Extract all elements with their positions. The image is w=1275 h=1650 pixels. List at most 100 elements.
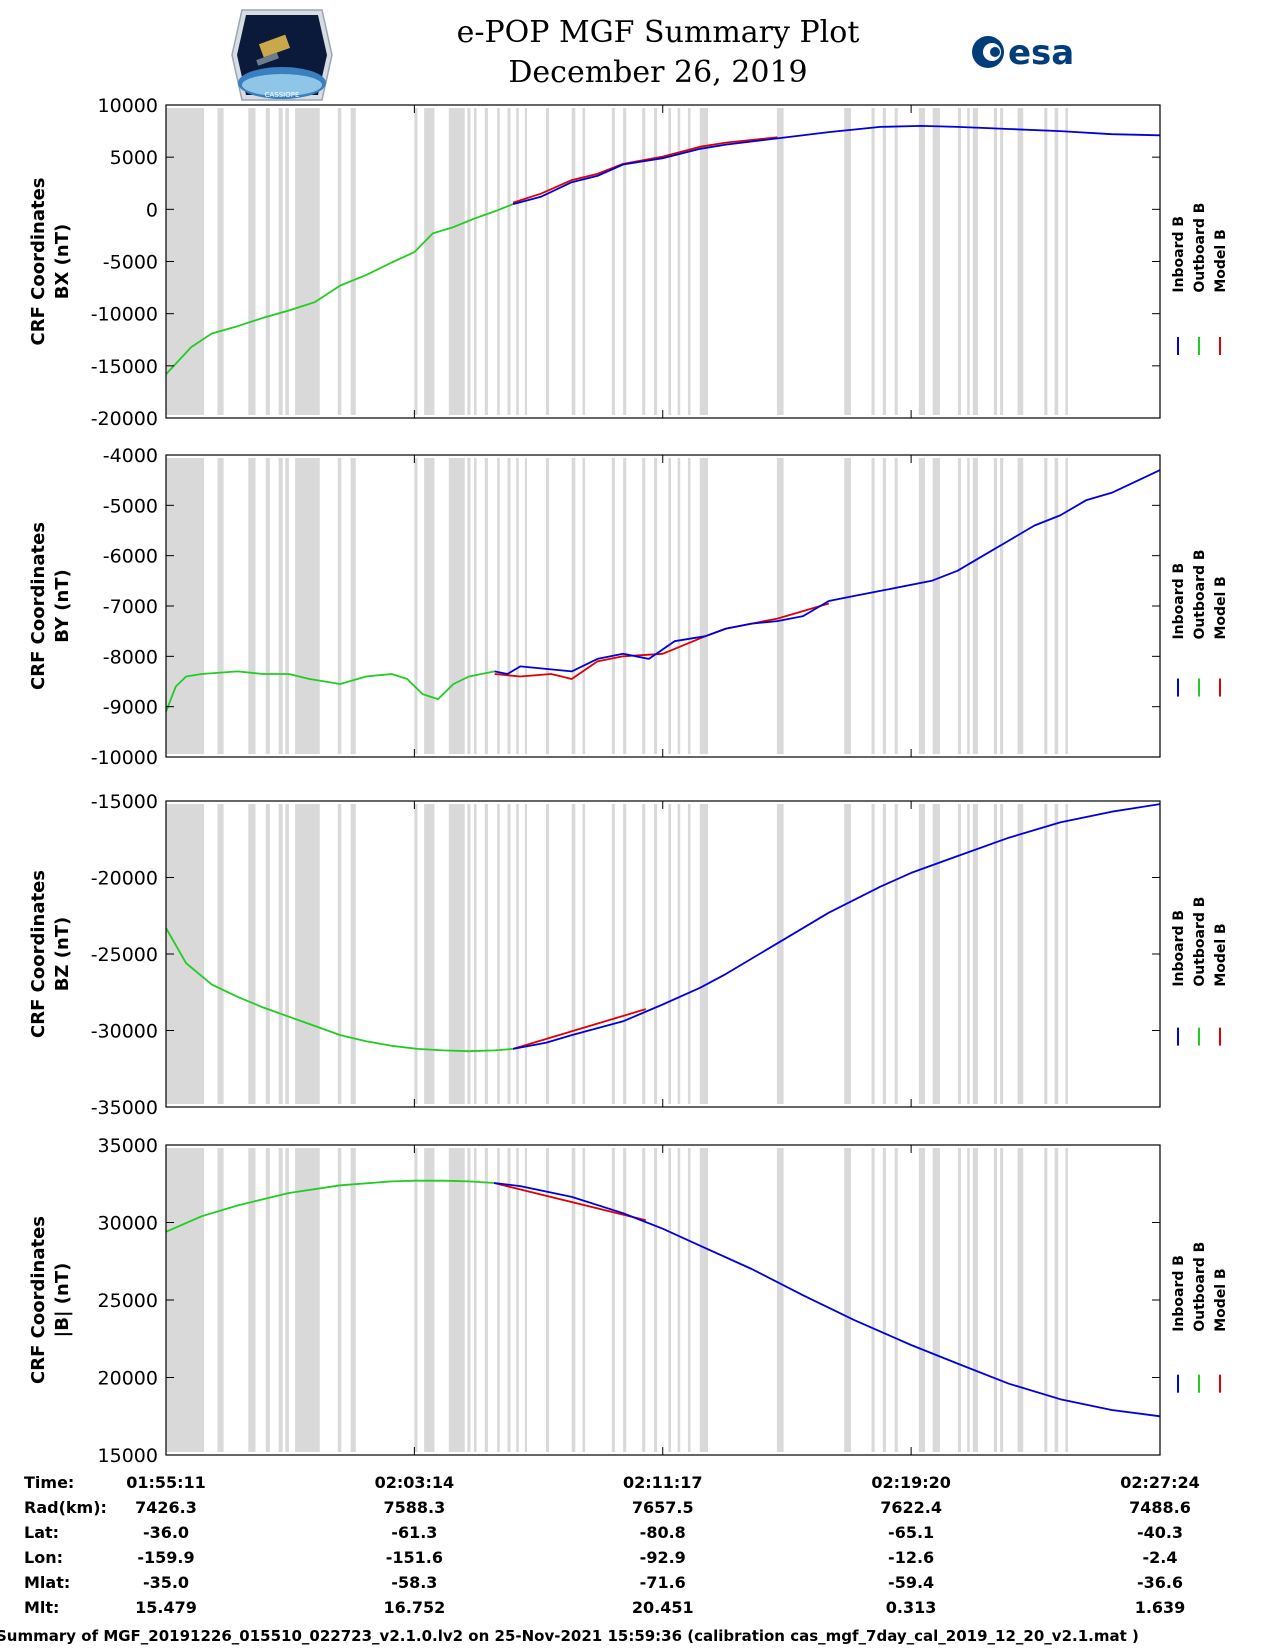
legend-label-outboard: Outboard B (1192, 897, 1208, 987)
row-label-rad: Rad(km): (24, 1498, 107, 1517)
data-gap (623, 108, 627, 415)
data-gap (582, 804, 586, 1104)
data-gap (265, 1148, 270, 1452)
data-gap (546, 804, 550, 1104)
data-gap (424, 108, 435, 415)
ephemeris-value-time: 01:55:11 (126, 1473, 206, 1492)
data-gap (654, 108, 658, 415)
data-gap (278, 1148, 283, 1452)
data-gap (844, 1148, 851, 1452)
data-gap (972, 1148, 978, 1452)
y-tick-label: -5000 (103, 252, 158, 274)
series-outboard-b (165, 927, 514, 1053)
ephemeris-value-lon: -12.6 (888, 1548, 934, 1567)
data-gap (882, 108, 886, 415)
data-gap (699, 108, 708, 415)
data-gap (285, 804, 289, 1104)
data-gap (654, 1148, 658, 1452)
data-gap (546, 1148, 550, 1452)
y-tick-label: -10000 (91, 304, 158, 326)
ephemeris-value-mlt: 15.479 (135, 1598, 197, 1617)
data-gap (993, 458, 997, 754)
data-gap (217, 804, 224, 1104)
data-gap (642, 108, 646, 415)
data-gap (871, 1148, 875, 1452)
legend-label-inboard: Inboard B (1171, 910, 1187, 987)
panel-bmag: 15000 20000 25000 30000 35000 CRF Coordinate… (28, 1135, 1229, 1467)
series-inboard-b (512, 125, 1161, 205)
series-outboard-b (165, 670, 495, 713)
data-gap (1044, 804, 1048, 1104)
data-gap (844, 804, 851, 1104)
ephemeris-value-lat: -80.8 (640, 1523, 686, 1542)
data-gap (776, 804, 784, 1104)
series-outboard-b (165, 203, 514, 375)
data-gap (623, 804, 627, 1104)
legend: Inboard B Outboard B Model B (1171, 203, 1229, 356)
data-gap (1054, 804, 1059, 1104)
y-ticks: -35000 -30000 -25000 -20000 -15000 (91, 791, 1161, 1119)
y-axis-label-line2: BZ (nT) (52, 917, 73, 992)
data-gap (424, 804, 435, 1104)
data-gap (582, 1148, 586, 1452)
data-gap (507, 458, 511, 754)
data-gap (668, 804, 671, 1104)
ephemeris-value-time: 02:11:17 (623, 1473, 703, 1492)
ephemeris-value-lat: -36.0 (143, 1523, 189, 1542)
data-gap (414, 804, 418, 1104)
data-gap (497, 804, 500, 1104)
data-gap (677, 108, 681, 415)
data-gap (677, 458, 681, 754)
data-gap (484, 804, 488, 1104)
legend: Inboard B Outboard B Model B (1171, 897, 1229, 1046)
y-tick-label: -30000 (91, 1021, 158, 1043)
data-gap (474, 108, 477, 415)
legend-label-outboard: Outboard B (1192, 1242, 1208, 1332)
data-gap (776, 108, 784, 415)
data-gap (507, 1148, 511, 1452)
footer-summary: Summary of MGF_20191226_015510_022723_v2… (0, 1627, 1139, 1645)
data-gap (677, 804, 681, 1104)
data-gap (1054, 1148, 1059, 1452)
data-gap (350, 804, 356, 1104)
data-gap (350, 1148, 356, 1452)
data-gap (350, 458, 356, 754)
data-gap (448, 804, 465, 1104)
series-lines (165, 469, 1161, 713)
y-tick-label: 0 (146, 199, 158, 221)
ephemeris-value-lon: -159.9 (137, 1548, 194, 1567)
row-label-mlt: Mlt: (24, 1598, 59, 1617)
y-tick-label: 5000 (110, 147, 158, 169)
row-label-time: Time: (24, 1473, 74, 1492)
data-gaps (166, 108, 1068, 415)
data-gap (993, 108, 997, 415)
data-gap (668, 458, 671, 754)
data-gap (484, 1148, 488, 1452)
data-gap (295, 1148, 320, 1452)
y-ticks: -20000 -15000 -10000 -5000 0 5000 10000 (91, 95, 1161, 430)
data-gap (424, 458, 435, 754)
y-axis-label-line1: CRF Coordinates (28, 178, 49, 346)
data-gap (957, 1148, 961, 1452)
data-gap (524, 804, 527, 1104)
data-gap (571, 1148, 576, 1452)
series-model-b (512, 1008, 647, 1050)
data-gap (285, 1148, 289, 1452)
data-gap (414, 1148, 418, 1452)
data-gap (582, 458, 586, 754)
data-gap (350, 108, 356, 415)
y-ticks: 15000 20000 25000 30000 35000 (98, 1135, 1161, 1467)
data-gap (217, 1148, 224, 1452)
series-model-b (493, 1182, 647, 1222)
data-gap (993, 1148, 997, 1452)
data-gap (932, 804, 940, 1104)
y-tick-label: 20000 (98, 1368, 158, 1390)
data-gap (582, 108, 586, 415)
data-gap (871, 804, 875, 1104)
data-gap (217, 458, 224, 754)
data-gap (484, 458, 488, 754)
data-gap (894, 108, 898, 415)
data-gap (507, 804, 511, 1104)
legend-label-model: Model B (1213, 576, 1229, 639)
